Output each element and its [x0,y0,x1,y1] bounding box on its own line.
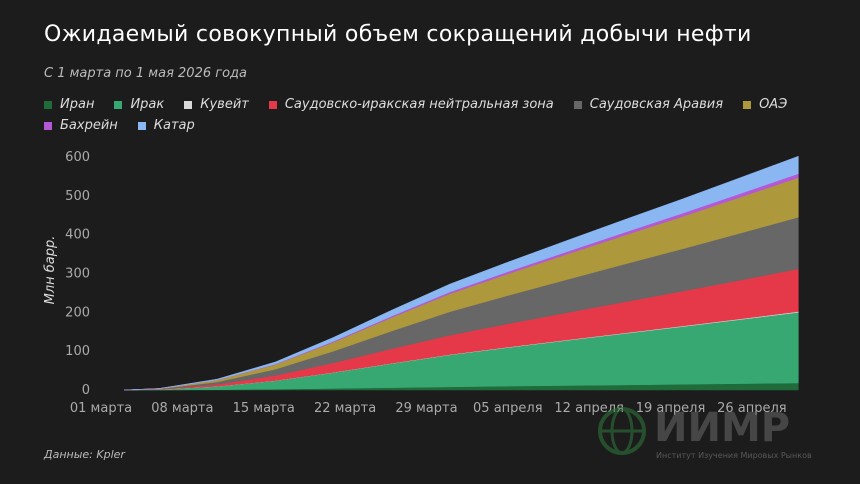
legend-label: Катар [153,118,195,133]
y-tick-label: 500 [65,189,90,204]
logo-name: ИИМР [654,405,791,451]
logo-icon [598,407,646,455]
legend-item: Бахрейн [44,117,118,134]
x-tick-label: 05 апреля [473,401,543,416]
legend-swatch [268,100,277,109]
y-axis-label: Млн барр. [43,236,58,305]
y-tick-label: 400 [65,228,90,243]
legend-item: Саудовская Аравия [573,96,724,113]
legend-swatch [743,100,752,109]
chart-subtitle: С 1 марта по 1 мая 2026 года [44,66,247,81]
logo-caption: Институт Изучения Мировых Рынков [656,451,812,460]
y-tick-label: 0 [82,383,90,398]
legend-swatch [137,121,146,130]
legend: Иран Ирак Кувейт Саудовско-иракская нейтрал… [44,96,804,134]
legend-label: Иран [60,97,95,112]
legend-label: ОАЭ [759,97,788,112]
legend-item: Кувейт [184,96,249,113]
area [124,155,799,391]
chart-title: Ожидаемый совокупный объем сокращений до… [44,22,752,47]
x-tick-label: 26 апреля [717,401,787,416]
y-tick-label: 600 [65,150,90,165]
legend-label: Бахрейн [60,118,118,133]
legend-swatch [114,100,123,109]
legend-swatch [573,100,582,109]
source: Данные: Kpler [44,448,125,461]
legend-item: Катар [137,117,195,134]
legend-label: Саудовско-иракская нейтральная зона [284,97,554,112]
legend-item: Саудовско-иракская нейтральная зона [268,96,554,113]
x-tick-label: 01 марта [69,401,133,416]
x-tick-label: 15 марта [232,401,295,416]
legend-item: Иран [44,96,94,113]
x-tick-label: 22 марта [313,401,377,416]
legend-label: Ирак [130,97,165,112]
x-tick-label: 29 марта [395,401,458,416]
legend-swatch [44,121,52,130]
x-tick-label: 19 апреля [635,401,706,416]
y-tick-label: 300 [65,267,90,282]
x-tick-label: 08 марта [151,401,214,416]
x-tick-label: 12 апреля [554,401,624,416]
legend-swatch [184,100,193,109]
y-tick-label: 200 [65,305,90,320]
legend-label: Кувейт [200,97,249,112]
y-tick-label: 100 [65,344,90,359]
legend-label: Саудовская Аравия [589,97,724,112]
legend-item: Ирак [114,96,164,113]
legend-swatch [44,100,52,109]
legend-item: ОАЭ [743,96,787,113]
